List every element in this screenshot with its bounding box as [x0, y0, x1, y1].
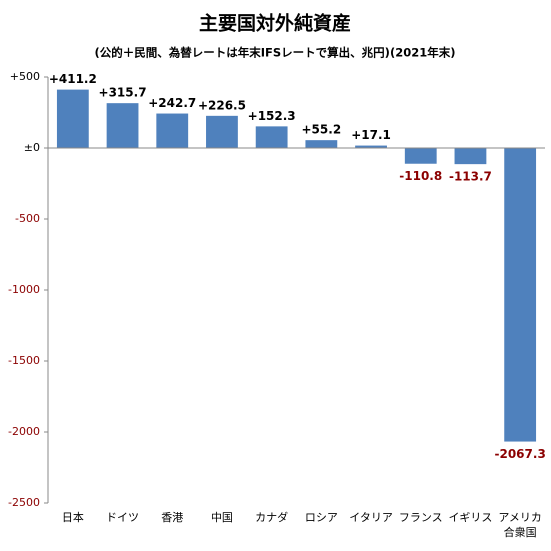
bar — [454, 148, 487, 165]
y-tick-label: -1000 — [8, 283, 40, 296]
x-tick-label: ロシア — [304, 511, 338, 524]
y-tick-label: -2000 — [8, 425, 40, 438]
y-tick-label: ±0 — [24, 141, 40, 154]
chart-subtitle: (公的＋民間、為替レートは年末IFSレートで算出、兆円)(2021年末) — [95, 46, 456, 60]
x-tick-label: イタリア — [349, 511, 393, 524]
value-label: +17.1 — [351, 128, 391, 142]
bar — [56, 89, 89, 148]
bar — [504, 148, 537, 442]
x-tick-label: アメリカ合衆国 — [498, 511, 542, 539]
y-tick-label: -1500 — [8, 354, 40, 367]
value-label: +411.2 — [49, 72, 97, 86]
x-tick-label: イギリス — [448, 511, 493, 524]
x-tick-label: カナダ — [255, 511, 289, 524]
bar — [106, 103, 139, 148]
value-label: -2067.3 — [495, 447, 546, 461]
value-label: +55.2 — [302, 123, 342, 137]
y-tick-label: +500 — [10, 70, 40, 83]
bar — [404, 148, 437, 164]
x-tick-label: 日本 — [61, 511, 84, 524]
x-tick-label: ドイツ — [106, 511, 140, 524]
bar — [206, 115, 238, 148]
x-tick-label: フランス — [398, 511, 443, 524]
y-tick-label: -2500 — [8, 496, 40, 509]
value-label: +242.7 — [148, 96, 196, 110]
x-tick-label: 香港 — [161, 511, 184, 524]
bar — [156, 113, 189, 148]
value-label: +226.5 — [198, 98, 246, 112]
chart-title: 主要国対外純資産 — [199, 12, 351, 35]
bar — [355, 145, 387, 148]
value-label: -113.7 — [449, 170, 492, 184]
x-tick-label: 中国 — [210, 511, 233, 524]
value-label: +152.3 — [248, 109, 296, 123]
value-label: -110.8 — [399, 169, 442, 183]
bar — [305, 140, 338, 148]
value-label: +315.7 — [99, 86, 147, 100]
y-tick-label: -500 — [15, 212, 40, 225]
bar — [255, 126, 288, 148]
